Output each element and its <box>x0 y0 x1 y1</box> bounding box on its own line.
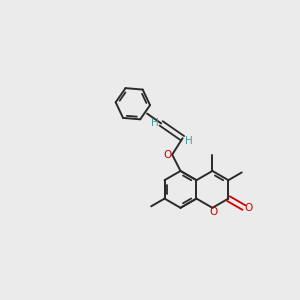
Text: O: O <box>210 207 218 217</box>
Text: H: H <box>185 136 193 146</box>
Text: O: O <box>163 150 172 160</box>
Text: H: H <box>151 118 158 128</box>
Text: O: O <box>245 202 253 212</box>
